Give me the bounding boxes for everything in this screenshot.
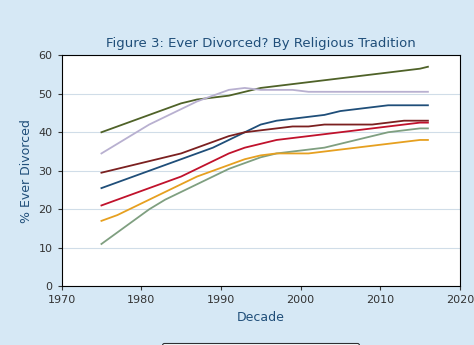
X-axis label: Decade: Decade — [237, 311, 285, 324]
Y-axis label: % Ever Divorced: % Ever Divorced — [20, 119, 33, 223]
Title: Figure 3: Ever Divorced? By Religious Tradition: Figure 3: Ever Divorced? By Religious Tr… — [106, 37, 416, 50]
Legend: Evangelical, Mainline, Black Prot, Catholic, Jewish, Other Faith, Nones, : Evangelical, Mainline, Black Prot, Catho… — [162, 343, 359, 345]
